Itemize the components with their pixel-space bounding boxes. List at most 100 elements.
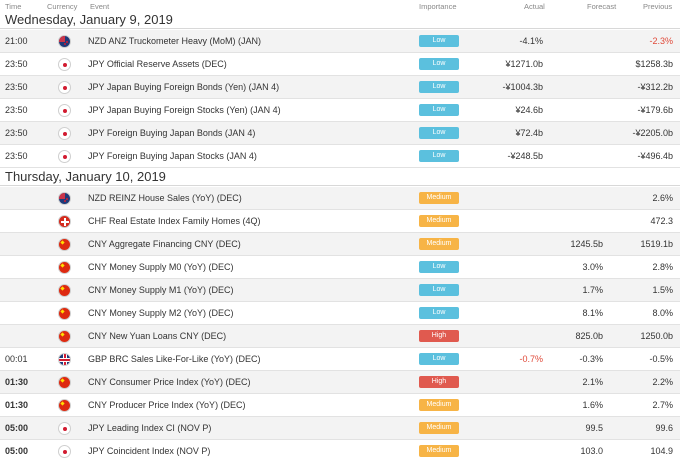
cn-flag-icon [58, 261, 71, 274]
col-currency: Currency [47, 2, 78, 11]
event-row[interactable]: 05:00 JPY Leading Index CI (NOV P) Medium 9… [0, 417, 680, 440]
forecast-value: -0.3% [579, 354, 603, 364]
event-row[interactable]: 00:01 GBP BRC Sales Like-For-Like (YoY) (… [0, 348, 680, 371]
forecast-value: 825.0b [575, 331, 603, 341]
event-time: 00:01 [5, 354, 28, 364]
event-row[interactable]: 23:50 JPY Foreign Buying Japan Stocks (JA… [0, 145, 680, 168]
event-name: NZD REINZ House Sales (YoY) (DEC) [88, 193, 242, 203]
event-row[interactable]: CNY Money Supply M2 (YoY) (DEC) Low 8.1% 8.… [0, 302, 680, 325]
event-row[interactable]: CNY Money Supply M1 (YoY) (DEC) Low 1.7% 1.… [0, 279, 680, 302]
cn-flag-icon [58, 330, 71, 343]
day-header: Thursday, January 10, 2019 [0, 167, 680, 186]
previous-value: 1519.1b [640, 239, 673, 249]
col-previous: Previous [643, 2, 673, 11]
event-name: NZD ANZ Truckometer Heavy (MoM) (JAN) [88, 36, 262, 46]
importance-badge: Medium [419, 215, 459, 227]
ch-flag-icon [58, 215, 71, 228]
event-name: CHF Real Estate Index Family Homes (4Q) [88, 216, 261, 226]
event-row[interactable]: 23:50 JPY Japan Buying Foreign Stocks (Ye… [0, 99, 680, 122]
importance-badge: Low [419, 150, 459, 162]
importance-badge: Low [419, 35, 459, 47]
col-actual: Actual [524, 2, 545, 11]
previous-value: 1.5% [652, 285, 673, 295]
event-row[interactable]: CNY Aggregate Financing CNY (DEC) Medium 1… [0, 233, 680, 256]
importance-badge: Medium [419, 192, 459, 204]
previous-value: -0.5% [649, 354, 673, 364]
nz-flag-icon [58, 35, 71, 48]
event-row[interactable]: 23:50 JPY Official Reserve Assets (DEC) Lo… [0, 53, 680, 76]
importance-badge: Low [419, 261, 459, 273]
importance-badge: Medium [419, 445, 459, 457]
forecast-value: 8.1% [582, 308, 603, 318]
event-row[interactable]: 01:30 CNY Consumer Price Index (YoY) (DEC… [0, 371, 680, 394]
actual-value: -¥1004.3b [502, 82, 543, 92]
jp-flag-icon [58, 422, 71, 435]
event-name: JPY Foreign Buying Japan Stocks (JAN 4) [88, 151, 257, 161]
previous-value: $1258.3b [635, 59, 673, 69]
importance-badge: Low [419, 284, 459, 296]
column-header: Time Currency Event Importance Actual Fo… [0, 0, 680, 11]
jp-flag-icon [58, 150, 71, 163]
actual-value: -4.1% [519, 36, 543, 46]
previous-value: 104.9 [650, 446, 673, 456]
col-event: Event [90, 2, 110, 11]
event-row[interactable]: 21:00 NZD ANZ Truckometer Heavy (MoM) (JA… [0, 30, 680, 53]
event-name: JPY Japan Buying Foreign Stocks (Yen) (J… [88, 105, 281, 115]
event-row[interactable]: 23:50 JPY Foreign Buying Japan Bonds (JAN… [0, 122, 680, 145]
event-name: CNY Producer Price Index (YoY) (DEC) [88, 400, 246, 410]
actual-value: ¥72.4b [515, 128, 543, 138]
event-name: CNY Money Supply M2 (YoY) (DEC) [88, 308, 234, 318]
event-time: 01:30 [5, 377, 29, 387]
event-time: 21:00 [5, 36, 28, 46]
jp-flag-icon [58, 127, 71, 140]
col-forecast: Forecast [587, 2, 617, 11]
event-row[interactable]: CNY Money Supply M0 (YoY) (DEC) Low 3.0% 2.… [0, 256, 680, 279]
cn-flag-icon [58, 399, 71, 412]
event-time: 23:50 [5, 59, 28, 69]
previous-value: 2.2% [652, 377, 673, 387]
importance-badge: Low [419, 353, 459, 365]
event-row[interactable]: 05:00 JPY Coincident Index (NOV P) Medium 1… [0, 440, 680, 462]
event-row[interactable]: NZD REINZ House Sales (YoY) (DEC) Medium 2… [0, 187, 680, 210]
jp-flag-icon [58, 58, 71, 71]
event-row[interactable]: CNY New Yuan Loans CNY (DEC) High 825.0b 12… [0, 325, 680, 348]
event-time: 05:00 [5, 423, 29, 433]
previous-value: 2.6% [652, 193, 673, 203]
previous-value: 2.7% [652, 400, 673, 410]
event-name: CNY Consumer Price Index (YoY) (DEC) [88, 377, 251, 387]
forecast-value: 2.1% [582, 377, 603, 387]
day-header: Wednesday, January 9, 2019 [0, 10, 680, 29]
forecast-value: 103.0 [580, 446, 603, 456]
event-name: JPY Coincident Index (NOV P) [88, 446, 211, 456]
event-name: GBP BRC Sales Like-For-Like (YoY) (DEC) [88, 354, 261, 364]
importance-badge: Low [419, 307, 459, 319]
gb-flag-icon [58, 353, 71, 366]
importance-badge: Low [419, 104, 459, 116]
importance-badge: High [419, 376, 459, 388]
event-name: CNY Money Supply M1 (YoY) (DEC) [88, 285, 234, 295]
event-name: CNY Aggregate Financing CNY (DEC) [88, 239, 241, 249]
cn-flag-icon [58, 284, 71, 297]
actual-value: ¥24.6b [515, 105, 543, 115]
forecast-value: 99.5 [585, 423, 603, 433]
previous-value: -¥496.4b [637, 151, 673, 161]
forecast-value: 1245.5b [570, 239, 603, 249]
previous-value: -¥312.2b [637, 82, 673, 92]
importance-badge: Low [419, 127, 459, 139]
event-time: 23:50 [5, 105, 28, 115]
event-row[interactable]: CHF Real Estate Index Family Homes (4Q) M… [0, 210, 680, 233]
actual-value: -0.7% [519, 354, 543, 364]
event-name: JPY Japan Buying Foreign Bonds (Yen) (JA… [88, 82, 280, 92]
event-name: CNY Money Supply M0 (YoY) (DEC) [88, 262, 234, 272]
cn-flag-icon [58, 238, 71, 251]
previous-value: 2.8% [652, 262, 673, 272]
forecast-value: 3.0% [582, 262, 603, 272]
col-importance: Importance [419, 2, 457, 11]
previous-value: -2.3% [649, 36, 673, 46]
previous-value: 8.0% [652, 308, 673, 318]
event-time: 23:50 [5, 128, 28, 138]
event-time: 23:50 [5, 151, 28, 161]
event-name: CNY New Yuan Loans CNY (DEC) [88, 331, 227, 341]
event-row[interactable]: 01:30 CNY Producer Price Index (YoY) (DEC… [0, 394, 680, 417]
event-row[interactable]: 23:50 JPY Japan Buying Foreign Bonds (Yen… [0, 76, 680, 99]
